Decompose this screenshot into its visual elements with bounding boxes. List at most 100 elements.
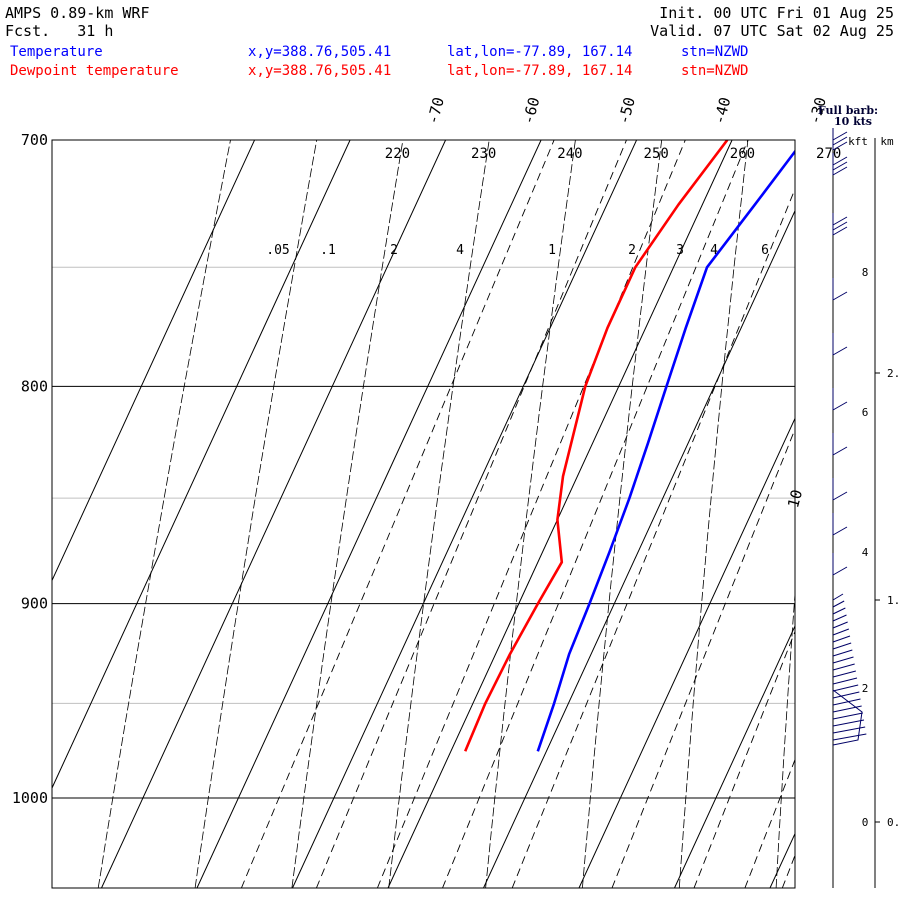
dry-adiabat <box>291 140 404 888</box>
km-unit: km <box>880 135 894 148</box>
isotherm <box>196 140 542 888</box>
valid-time: Valid. 07 UTC Sat 02 Aug 25 <box>650 22 894 40</box>
isotherm <box>52 140 256 582</box>
kft-tick-label: 0 <box>862 816 869 829</box>
temperature-label: -50 <box>615 95 639 126</box>
mixing-ratio-label: 4 <box>456 243 464 258</box>
wind-barb-flag <box>832 166 848 176</box>
wind-barb-flag <box>832 161 848 171</box>
dewpoint-profile <box>464 140 729 752</box>
mixing-ratio-label: 4 <box>710 243 718 258</box>
legend-dewpoint-stn: stn=NZWD <box>681 63 749 79</box>
theta-label: 260 <box>730 146 755 162</box>
mixing-ratio-line <box>837 114 900 889</box>
legend-temperature: Temperature <box>10 44 103 60</box>
wind-barb-low <box>832 719 865 727</box>
wind-barb-low <box>832 628 850 636</box>
wind-barb-low <box>832 712 863 720</box>
temperature-label: -40 <box>710 95 734 126</box>
theta-label: 220 <box>385 146 410 162</box>
isotherm <box>101 140 447 888</box>
mixing-ratio-label: .1 <box>320 243 336 258</box>
km-tick-label: 2. <box>887 367 900 380</box>
wind-barb-flag <box>832 216 848 226</box>
wind-barb-low <box>832 691 860 699</box>
temperature-label: -70 <box>424 95 448 126</box>
wind-barb-flag <box>832 566 848 576</box>
km-tick-label: 1. <box>887 594 900 607</box>
wind-barb-low <box>832 614 847 622</box>
mixing-ratio-label: 3 <box>676 243 684 258</box>
dry-adiabat <box>485 140 576 888</box>
wind-barb-flag <box>832 446 848 456</box>
wind-barb-flag <box>832 346 848 356</box>
legend-temperature-stn: stn=NZWD <box>681 44 749 60</box>
wind-barb-low <box>832 593 844 601</box>
wind-barb-flag <box>832 136 848 146</box>
theta-label: 230 <box>471 146 496 162</box>
wind-barb-low <box>832 621 848 629</box>
wind-barb-flag <box>832 491 848 501</box>
mixing-ratio-label: 2 <box>628 243 636 258</box>
km-tick-label: 0. <box>887 816 900 829</box>
temperature-label: 10 <box>784 488 806 510</box>
wind-barb-low <box>832 684 859 692</box>
isotherm <box>769 832 795 888</box>
wind-barb-low <box>832 677 858 685</box>
mixing-ratio-line <box>376 140 686 888</box>
wind-barb-flag <box>832 141 848 151</box>
kft-tick-label: 2 <box>862 682 869 695</box>
legend-dewpoint-xy: x,y=388.76,505.41 <box>248 63 392 79</box>
wind-barb-flag <box>832 401 848 411</box>
dry-adiabat <box>873 114 900 889</box>
legend-temperature-latlon: lat,lon=-77.89, 167.14 <box>447 44 633 60</box>
dry-adiabat <box>194 140 318 888</box>
wind-barb-low <box>832 642 852 650</box>
isotherm <box>578 417 795 888</box>
kft-unit: kft <box>848 135 868 148</box>
mixing-ratio-line <box>511 187 795 888</box>
pressure-label: 900 <box>21 595 48 613</box>
forecast-hour: Fcst. 31 h <box>5 22 114 40</box>
wind-barb-flag <box>832 226 848 236</box>
isotherm <box>866 140 900 888</box>
wind-barb-low <box>832 733 867 741</box>
wind-panel-label-kts: 10 kts <box>834 115 872 128</box>
mixing-ratio-line <box>315 140 627 888</box>
wind-barb-low <box>832 600 845 608</box>
wind-barb-low <box>832 726 866 734</box>
isotherm <box>292 140 638 888</box>
isotherm <box>52 140 351 790</box>
wind-barb-low <box>832 656 854 664</box>
theta-label: 270 <box>816 146 841 162</box>
init-time: Init. 00 UTC Fri 01 Aug 25 <box>659 4 894 22</box>
plot-frame <box>51 139 796 889</box>
theta-label: 250 <box>644 146 669 162</box>
wind-barb-low <box>832 670 856 678</box>
legend-dewpoint-latlon: lat,lon=-77.89, 167.14 <box>447 63 633 79</box>
wind-barb-low <box>832 663 855 671</box>
mixing-ratio-label: 1 <box>548 243 556 258</box>
mixing-ratio-line <box>240 140 555 888</box>
wind-barb-low <box>832 698 861 706</box>
wind-barb-flag <box>832 291 848 301</box>
wind-barb-flag <box>832 221 848 231</box>
mixing-ratio-line <box>611 427 795 888</box>
dry-adiabat <box>97 140 231 888</box>
legend-temperature-xy: x,y=388.76,505.41 <box>248 44 392 60</box>
dry-adiabat <box>678 140 749 888</box>
mixing-ratio-label: 2 <box>390 243 398 258</box>
kft-tick-label: 6 <box>862 406 869 419</box>
wind-barb-low <box>832 649 853 657</box>
mixing-ratio-label: .05 <box>266 243 289 258</box>
isotherm <box>387 140 733 888</box>
isotherm <box>674 624 795 888</box>
wind-barb-low <box>832 635 851 643</box>
pressure-label: 700 <box>21 131 48 149</box>
legend-dewpoint: Dewpoint temperature <box>10 63 179 79</box>
dry-adiabat <box>775 588 795 888</box>
wind-barb-flag <box>832 156 848 166</box>
wind-barb-low <box>832 607 846 615</box>
wind-barb-low <box>832 705 862 713</box>
